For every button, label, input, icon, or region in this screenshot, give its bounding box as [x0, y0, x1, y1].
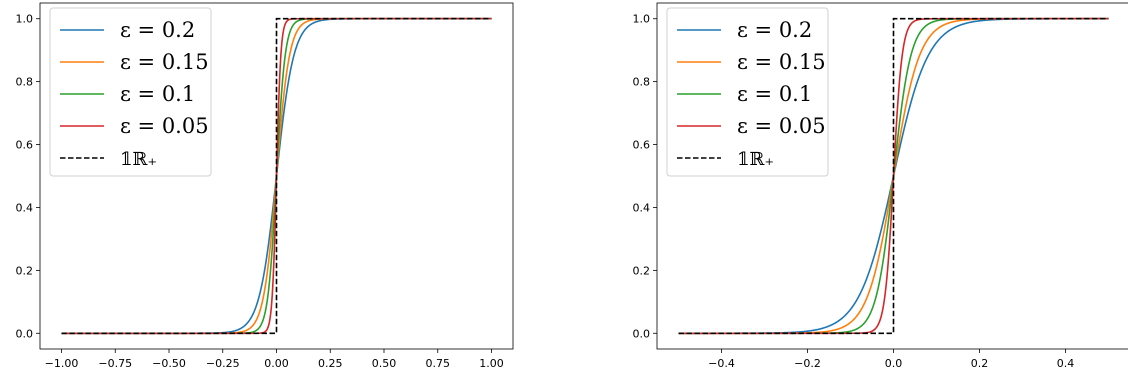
y-tick-label: 1.0 — [16, 13, 34, 26]
y-tick-label: 0.0 — [633, 327, 651, 340]
x-tick-label: 0.50 — [372, 357, 397, 370]
y-tick-label: 0.2 — [633, 264, 651, 277]
x-tick-label: 0.75 — [426, 357, 451, 370]
series-line-5 — [61, 17, 492, 335]
x-tick-label: −0.2 — [794, 357, 821, 370]
plot-lines — [61, 17, 492, 335]
plot-lines — [678, 17, 1109, 335]
y-tick-label: 0.0 — [16, 327, 34, 340]
legend: ε = 0.2 ε = 0.15 ε = 0.1 ε = 0.05 𝟙ℝ₊ — [666, 7, 829, 177]
x-tick-label: 0.25 — [318, 357, 343, 370]
legend: ε = 0.2 ε = 0.15 ε = 0.1 ε = 0.05 𝟙ℝ₊ — [49, 7, 212, 177]
x-tick-label: 0.2 — [971, 357, 989, 370]
series-line-5 — [678, 17, 1109, 335]
legend-label-3: ε = 0.1 — [737, 82, 812, 106]
y-tick-label: 0.8 — [16, 76, 34, 89]
x-tick-label: −0.75 — [98, 357, 132, 370]
legend-label-3: ε = 0.1 — [120, 82, 195, 106]
legend-label-4: ε = 0.05 — [737, 114, 826, 138]
legend-label-2: ε = 0.15 — [120, 50, 209, 74]
x-tick-label: −0.4 — [708, 357, 735, 370]
x-tick-label: 0.4 — [1057, 357, 1075, 370]
chart-panel-2: −0.4 −0.2 0.0 0.2 0.4 0.0 0.2 0.4 0.6 0.8 1.0 ε = 0… — [633, 2, 1128, 370]
x-tick-label: −1.00 — [45, 357, 79, 370]
x-tick-label: 0.00 — [264, 357, 289, 370]
y-tick-label: 0.2 — [16, 264, 34, 277]
x-tick-label: 1.00 — [479, 357, 504, 370]
y-tick-label: 0.4 — [16, 201, 34, 214]
legend-label-4: ε = 0.05 — [120, 114, 209, 138]
y-tick-label: 1.0 — [633, 13, 651, 26]
y-tick-label: 0.4 — [633, 201, 651, 214]
x-tick-label: 0.0 — [885, 357, 903, 370]
legend-label-5: 𝟙ℝ₊ — [120, 149, 157, 170]
legend-label-1: ε = 0.2 — [120, 18, 195, 42]
y-tick-label: 0.8 — [633, 76, 651, 89]
legend-label-2: ε = 0.15 — [737, 50, 826, 74]
x-tick-label: −0.25 — [206, 357, 240, 370]
chart-panel-1: −1.00 −0.75 −0.50 −0.25 0.00 0.25 0.50 0.75 1.00… — [16, 2, 514, 370]
legend-frame — [49, 7, 212, 177]
legend-frame — [666, 7, 829, 177]
x-tick-label: −0.50 — [152, 357, 186, 370]
legend-label-1: ε = 0.2 — [737, 18, 812, 42]
legend-label-5: 𝟙ℝ₊ — [737, 149, 774, 170]
y-tick-label: 0.6 — [633, 139, 651, 152]
y-tick-label: 0.6 — [16, 139, 34, 152]
